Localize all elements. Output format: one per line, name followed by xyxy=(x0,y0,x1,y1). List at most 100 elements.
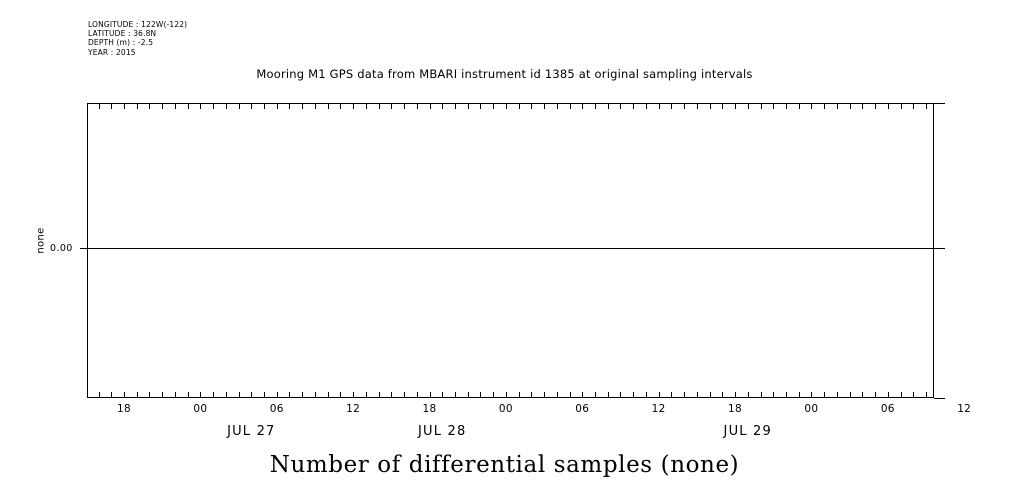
x-axis-tick-bottom xyxy=(620,392,622,398)
x-axis-tick-top xyxy=(569,103,571,109)
x-axis-tick-top xyxy=(174,103,176,109)
x-axis-tick-top xyxy=(365,103,367,109)
x-axis-tick-top xyxy=(340,103,342,109)
x-axis-tick-bottom xyxy=(225,392,227,398)
x-axis-tick-top xyxy=(620,103,622,109)
x-axis-tick-bottom xyxy=(162,392,164,398)
x-axis-hour-label: 12 xyxy=(957,403,972,415)
x-axis-tick-top xyxy=(251,103,253,109)
x-axis-tick-top xyxy=(862,103,864,109)
x-axis-tick-bottom xyxy=(378,392,380,398)
x-axis-tick-bottom xyxy=(633,392,635,398)
x-axis-tick-bottom xyxy=(531,392,533,398)
x-axis-tick-bottom xyxy=(149,392,151,398)
x-axis-tick-bottom xyxy=(645,392,647,398)
x-axis-hour-label: 00 xyxy=(193,403,208,415)
metadata-longitude: LONGITUDE : 122W(-122) xyxy=(88,20,188,29)
x-axis-tick-bottom xyxy=(925,392,927,398)
x-axis-tick-top xyxy=(556,103,558,109)
x-axis-tick-bottom xyxy=(722,392,724,398)
x-axis-tick-bottom xyxy=(862,392,864,398)
x-axis-tick-bottom xyxy=(544,392,546,398)
y-axis-tick-label: 0.00 xyxy=(50,243,73,254)
y-axis-tick-zero xyxy=(80,248,87,249)
plot-title: Mooring M1 GPS data from MBARI instrumen… xyxy=(256,67,753,81)
bottom-caption: Number of differential samples (none) xyxy=(269,452,740,478)
x-axis-tick-bottom xyxy=(849,392,851,398)
x-axis-tick-bottom xyxy=(747,392,749,398)
x-axis-tick-bottom xyxy=(607,392,609,398)
x-axis-tick-bottom xyxy=(200,392,202,398)
x-axis-tick-top xyxy=(327,103,329,109)
x-axis-tick-top xyxy=(467,103,469,109)
x-axis-day-label: JUL 29 xyxy=(723,424,772,439)
data-series-line xyxy=(87,248,934,249)
x-axis-tick-bottom xyxy=(353,392,355,398)
x-axis-tick-top xyxy=(836,103,838,109)
y-axis-title: none xyxy=(35,227,47,254)
x-axis-tick-bottom xyxy=(709,392,711,398)
x-axis-tick-bottom xyxy=(187,392,189,398)
x-axis-tick-top xyxy=(111,103,113,109)
x-axis-tick-bottom xyxy=(416,392,418,398)
metadata-depth: DEPTH (m) : -2.5 xyxy=(88,38,154,48)
x-axis-tick-top xyxy=(493,103,495,109)
x-axis-hour-label: 18 xyxy=(422,403,437,415)
x-axis-tick-top xyxy=(200,103,202,109)
x-axis-tick-bottom xyxy=(136,392,138,398)
x-axis-hour-label: 12 xyxy=(346,403,361,415)
x-axis-tick-bottom xyxy=(314,392,316,398)
x-axis-tick-top xyxy=(875,103,877,109)
x-axis-tick-bottom xyxy=(735,392,737,398)
x-axis-tick-top xyxy=(518,103,520,109)
x-axis-tick-top xyxy=(684,103,686,109)
x-axis-tick-top xyxy=(671,103,673,109)
x-axis-tick-bottom xyxy=(442,392,444,398)
x-axis-tick-top xyxy=(187,103,189,109)
x-axis-tick-bottom xyxy=(696,392,698,398)
x-axis-tick-top xyxy=(276,103,278,109)
x-axis-tick-top xyxy=(811,103,813,109)
x-axis-tick-top xyxy=(582,103,584,109)
x-axis-tick-top xyxy=(429,103,431,109)
x-axis-tick-bottom xyxy=(98,392,100,398)
x-axis-tick-top xyxy=(633,103,635,109)
x-axis-tick-bottom xyxy=(836,392,838,398)
x-axis-tick-top xyxy=(314,103,316,109)
x-axis-hour-label: 06 xyxy=(880,403,895,415)
x-axis-hour-label: 00 xyxy=(804,403,819,415)
x-axis-tick-bottom xyxy=(238,392,240,398)
x-axis-tick-top xyxy=(391,103,393,109)
x-axis-tick-top xyxy=(760,103,762,109)
x-axis-tick-top xyxy=(607,103,609,109)
x-axis-tick-top xyxy=(264,103,266,109)
plot-frame xyxy=(87,103,934,398)
x-axis-day-label: JUL 28 xyxy=(418,424,467,439)
x-axis-tick-top xyxy=(416,103,418,109)
x-axis-tick-bottom xyxy=(760,392,762,398)
x-axis-tick-top xyxy=(925,103,927,109)
x-axis-tick-bottom xyxy=(467,392,469,398)
x-axis-tick-top xyxy=(302,103,304,109)
x-axis-tick-bottom xyxy=(671,392,673,398)
x-axis-tick-bottom xyxy=(798,392,800,398)
x-axis-tick-top xyxy=(213,103,215,109)
x-axis-tick-top xyxy=(849,103,851,109)
x-axis-tick-bottom xyxy=(595,392,596,398)
x-axis-tick-top xyxy=(124,103,125,109)
x-axis-tick-top xyxy=(149,103,151,109)
x-axis-tick-top xyxy=(900,103,902,109)
x-axis-tick-bottom xyxy=(251,392,253,398)
x-axis-tick-bottom xyxy=(900,392,902,398)
x-axis-tick-bottom xyxy=(404,392,406,398)
x-axis-hour-label: 12 xyxy=(651,403,666,415)
x-axis-tick-top xyxy=(480,103,482,109)
x-axis-tick-top xyxy=(913,103,915,109)
x-axis-tick-top xyxy=(225,103,227,109)
x-axis-tick-bottom xyxy=(454,392,456,398)
x-axis-tick-top xyxy=(544,103,546,109)
x-axis-tick-top xyxy=(289,103,291,109)
x-axis-tick-top xyxy=(747,103,749,109)
x-axis-tick-top xyxy=(785,103,787,109)
x-axis-tick-top xyxy=(404,103,406,109)
